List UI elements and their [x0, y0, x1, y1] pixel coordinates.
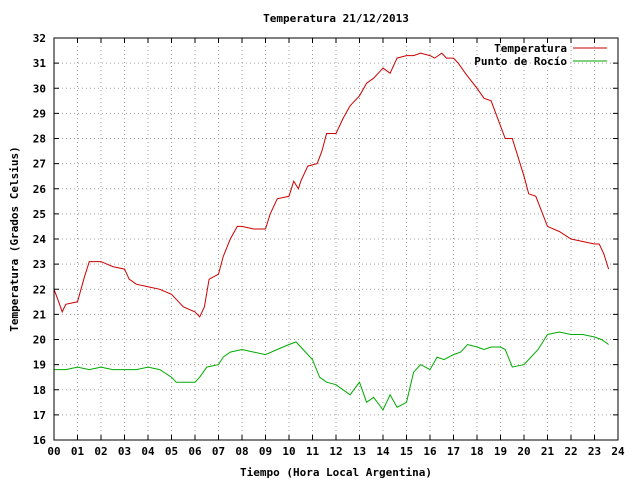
y-tick-label: 22 — [33, 283, 46, 296]
y-tick-label: 29 — [33, 107, 46, 120]
y-tick-label: 20 — [33, 334, 46, 347]
y-tick-label: 23 — [33, 258, 46, 271]
x-tick-label: 02 — [94, 445, 107, 458]
chart-title: Temperatura 21/12/2013 — [263, 12, 409, 25]
legend: Temperatura Punto de Rocío — [474, 42, 607, 68]
y-tick-label: 28 — [33, 133, 46, 146]
y-tick-label: 24 — [33, 233, 47, 246]
x-tick-label: 15 — [400, 445, 413, 458]
x-tick-label: 05 — [165, 445, 178, 458]
x-tick-label: 17 — [447, 445, 460, 458]
x-tick-label: 12 — [329, 445, 342, 458]
y-tick-label: 32 — [33, 32, 46, 45]
x-tick-label: 22 — [564, 445, 577, 458]
y-tick-label: 16 — [33, 434, 47, 447]
series-line-temperatura — [53, 52, 610, 318]
x-tick-label: 20 — [517, 445, 530, 458]
y-tick-label: 17 — [33, 409, 46, 422]
x-tick-label: 09 — [259, 445, 272, 458]
y-tick-label: 30 — [33, 82, 46, 95]
x-tick-label: 06 — [188, 445, 202, 458]
x-tick-label: 11 — [306, 445, 320, 458]
y-tick-label: 21 — [33, 308, 47, 321]
legend-label-temperatura: Temperatura — [494, 42, 567, 55]
y-tick-label: 25 — [33, 208, 46, 221]
x-tick-label: 07 — [212, 445, 225, 458]
y-tick-label: 18 — [33, 384, 46, 397]
y-tick-label: 31 — [33, 57, 47, 70]
x-axis-label: Tiempo (Hora Local Argentina) — [240, 466, 432, 479]
x-tick-label: 16 — [423, 445, 437, 458]
x-tick-label: 08 — [235, 445, 248, 458]
x-tick-label: 21 — [541, 445, 555, 458]
x-tick-label: 24 — [611, 445, 625, 458]
y-axis-label: Temperatura (Grados Celsius) — [8, 146, 21, 331]
series-line-punto-de-rocio — [54, 331, 609, 411]
x-tick-label: 13 — [353, 445, 366, 458]
y-tick-label: 27 — [33, 158, 46, 171]
x-tick-label: 23 — [588, 445, 601, 458]
y-tick-label: 26 — [33, 183, 47, 196]
x-tick-label: 10 — [282, 445, 295, 458]
x-tick-label: 00 — [47, 445, 60, 458]
legend-label-punto-de-rocio: Punto de Rocío — [474, 55, 567, 68]
x-tick-label: 04 — [141, 445, 155, 458]
x-tick-label: 14 — [376, 445, 390, 458]
x-tick-label: 03 — [118, 445, 131, 458]
y-tick-label: 19 — [33, 359, 46, 372]
x-tick-label: 01 — [71, 445, 85, 458]
x-tick-label: 19 — [494, 445, 507, 458]
x-tick-label: 18 — [470, 445, 483, 458]
